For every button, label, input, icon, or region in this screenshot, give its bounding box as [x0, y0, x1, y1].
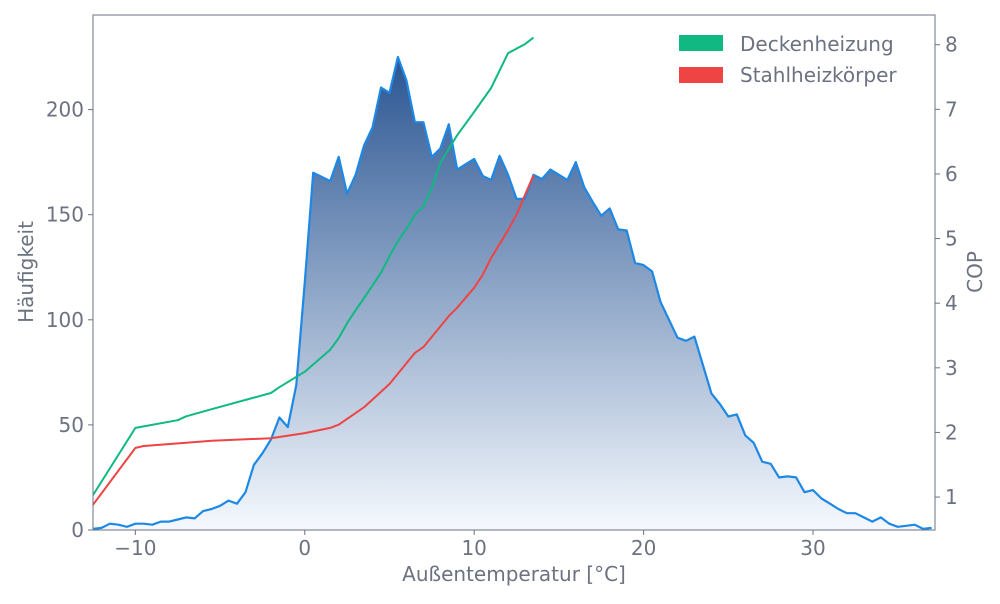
legend-label-deckenheizung: Deckenheizung	[740, 32, 894, 56]
x-axis-label: Außentemperatur [°C]	[402, 562, 626, 586]
x-tick-label: 30	[800, 536, 825, 560]
histogram-area	[93, 57, 932, 530]
y-tick-label: 200	[46, 98, 84, 122]
y2-tick-label: 5	[945, 227, 958, 251]
y2-tick-label: 8	[945, 33, 958, 57]
y2-tick-label: 7	[945, 97, 958, 121]
y-tick-label: 50	[59, 413, 84, 437]
y2-tick-label: 3	[945, 356, 958, 380]
legend-label-stahlheizkoerper: Stahlheizkörper	[740, 63, 897, 87]
y-tick-label: 100	[46, 308, 84, 332]
y-tick-label: 0	[71, 518, 84, 542]
y-axis-label: Häufigkeit	[14, 221, 38, 323]
x-tick-label: 20	[631, 536, 656, 560]
y2-tick-label: 1	[945, 485, 958, 509]
x-tick-label: 0	[298, 536, 311, 560]
y2-tick-label: 6	[945, 162, 958, 186]
x-tick-label: −10	[114, 536, 156, 560]
legend-swatch-stahlheizkoerper	[679, 67, 723, 83]
y-tick-label: 150	[46, 203, 84, 227]
y2-axis-label: COP	[963, 251, 987, 293]
legend-swatch-deckenheizung	[679, 35, 723, 51]
y2-tick-label: 2	[945, 420, 958, 444]
x-tick-label: 10	[461, 536, 486, 560]
legend: Deckenheizung Stahlheizkörper	[679, 32, 897, 87]
y2-tick-label: 4	[945, 291, 958, 315]
